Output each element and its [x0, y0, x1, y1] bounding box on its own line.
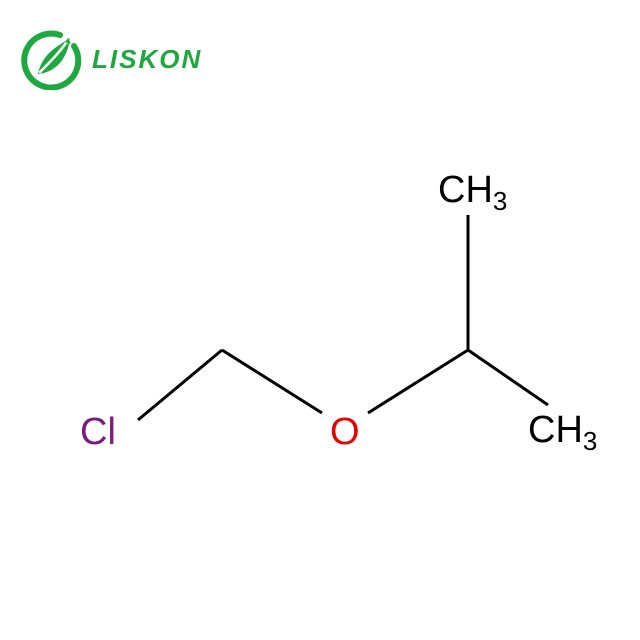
bond [222, 350, 322, 413]
atom-ch3-right: CH3 [528, 409, 597, 456]
molecule-diagram: Cl O CH3 CH3 [0, 0, 640, 640]
bond [138, 350, 222, 420]
bond-group [138, 215, 548, 420]
atom-o: O [330, 411, 360, 453]
atom-cl: Cl [80, 411, 116, 453]
bond [368, 350, 468, 413]
bond [468, 350, 548, 405]
atom-ch3-top: CH3 [438, 169, 507, 216]
